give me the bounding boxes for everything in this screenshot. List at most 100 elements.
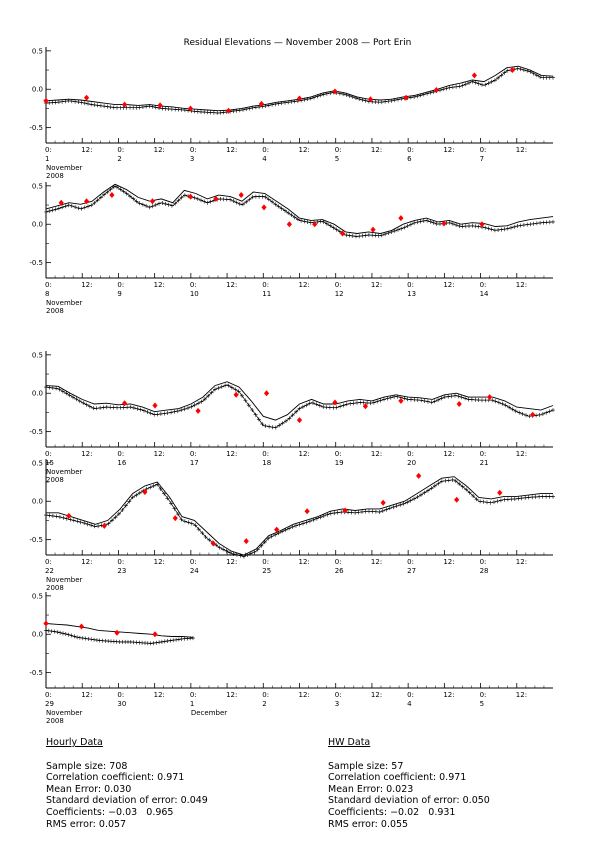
y-tick-label: 0.0 [32,631,43,639]
series-2-point [284,419,288,423]
series-3-point [121,101,128,108]
series-3-point [398,215,404,222]
series-3-point [238,192,244,199]
series-2-point [367,509,371,514]
series-2-point [89,523,94,528]
series-2-point [192,195,197,200]
series-2-point [172,506,177,511]
series-2-point [60,205,65,210]
series-2-point [134,493,139,498]
series-2-point [158,411,163,416]
series-2-point [446,394,451,399]
series-3-point [66,512,72,519]
series-2-point [108,105,113,110]
series-3-point [109,192,115,199]
series-2-point [86,636,91,641]
x-tick-label: 0: [117,281,124,289]
day-label: 17 [190,459,199,467]
series-2-point [517,410,522,415]
series-3-point [342,507,348,514]
series-2-point [402,225,407,230]
series-2-point [528,69,533,74]
series-2-point [148,485,153,490]
series-2-point [255,547,260,552]
series-2-point [286,210,291,215]
series-3-point [78,623,85,630]
series-2-point [324,91,329,96]
series-3-point [471,72,478,79]
series-2-point [200,531,205,536]
x-tick-label: 0: [45,558,52,566]
series-2-point [512,224,517,229]
series-2-point [544,494,549,499]
series-2-point [154,640,159,645]
hw-coefficients: Coefficients: −0.02 0.931 [328,806,456,818]
series-3-point [530,411,536,418]
day-label: 6 [407,155,412,163]
series-2-point [82,521,87,526]
series-2-point [120,508,125,512]
series-2-point [338,404,343,409]
series-2-point [467,80,471,85]
series-2-point [551,494,555,499]
series-2-point [357,97,362,101]
series-2-point [263,104,268,108]
series-2-point [307,401,312,406]
series-2-point [337,229,342,234]
x-tick-label: 12: [516,146,527,154]
series-3-point [487,394,493,401]
series-2-point [439,479,444,484]
series-2-point [47,209,52,214]
series-2-point [328,91,333,96]
series-2-point [520,411,525,416]
series-2-point [186,520,191,525]
series-2-point [287,526,292,531]
series-2-point [168,638,173,643]
hw-stats-header: HW Data [328,737,371,748]
series-2-point [314,516,319,521]
series-2-point [295,217,300,222]
series-2-point [73,99,78,104]
series-2-point [84,402,89,407]
series-2-point [228,197,233,202]
series-2-point [290,524,295,529]
series-3-point [497,489,503,496]
series-2-point [339,510,344,515]
y-tick-label: -0.5 [29,669,43,677]
series-2-point [297,406,302,411]
chart-panel-4: 0.5 0.0 -0.5 0: 12: 0: 12: 0: 12: 0: 12: 0: 12: 0: 12:… [29,459,555,592]
series-2-point [368,401,373,406]
series-2-point [443,478,448,483]
series-3-point [187,193,194,200]
series-3-point [187,105,194,112]
series-2-point [415,220,420,225]
series-3-point [58,199,64,206]
series-2-point [115,185,119,190]
series-2-point [157,201,161,206]
series-2-point [344,92,349,97]
hw-sample-size: Sample size: 57 [328,760,404,772]
series-2-point [116,511,121,516]
series-3-point [312,221,318,228]
series-3-point [195,407,201,414]
x-tick-label: 12: [299,691,310,699]
series-2-point [495,499,500,504]
day-label: 4 [262,155,267,163]
series-2-point [537,412,542,417]
series-3-point [43,97,49,104]
series-2-point [151,641,156,646]
series-2-point [354,96,358,101]
series-3-point [398,397,404,404]
y-tick-label: -0.5 [29,536,43,544]
series-2-point [71,518,76,523]
series-2-point [182,519,187,524]
series-2-point [450,85,455,90]
series-2-point [314,402,319,407]
series-3-point [339,230,346,237]
series-2-point [179,195,184,200]
series-2-point [55,630,60,635]
series-2-point [244,107,249,112]
month-label: 2008 [46,584,64,592]
series-3-point [296,95,303,102]
series-2-point [450,478,455,482]
